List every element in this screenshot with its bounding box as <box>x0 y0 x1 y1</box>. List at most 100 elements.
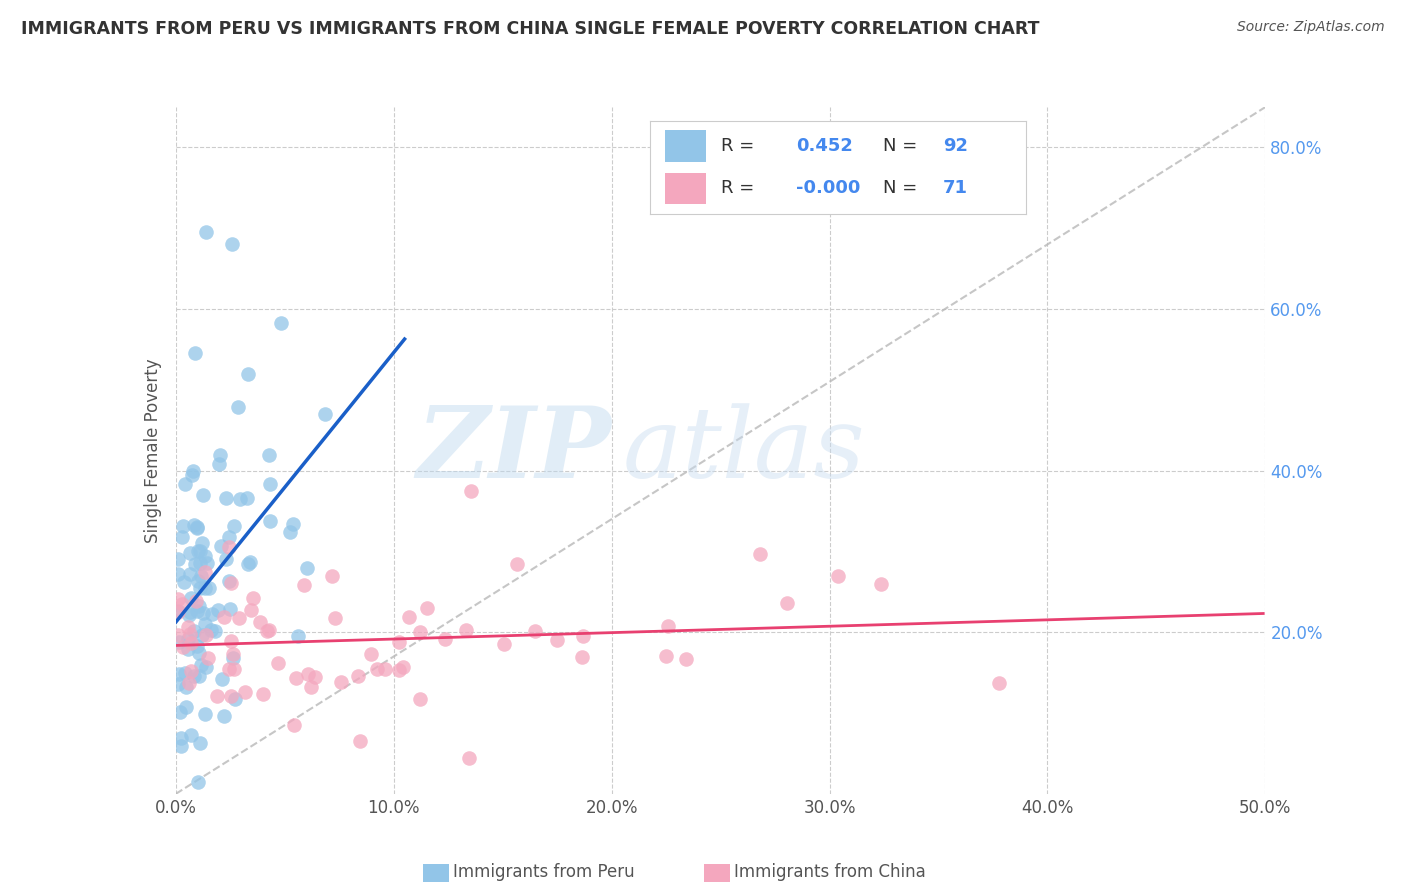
Point <box>188 556 211 570</box>
Point <box>506 557 529 571</box>
Point <box>224 691 246 706</box>
Point <box>209 448 232 462</box>
Text: ZIP: ZIP <box>416 402 612 499</box>
Text: Immigrants from Peru: Immigrants from Peru <box>453 863 634 881</box>
Point <box>174 665 197 680</box>
Point <box>283 718 305 732</box>
Point <box>329 674 352 689</box>
Point <box>457 750 479 764</box>
Point <box>181 464 204 478</box>
Point <box>195 659 218 673</box>
Point <box>236 491 259 506</box>
Point <box>219 602 242 616</box>
Point <box>201 607 224 621</box>
Point <box>194 549 217 564</box>
Point <box>409 692 432 706</box>
Text: Source: ZipAtlas.com: Source: ZipAtlas.com <box>1237 20 1385 34</box>
Point <box>167 552 190 566</box>
Point <box>183 557 205 571</box>
Point <box>304 670 326 684</box>
Point <box>186 604 208 618</box>
Point <box>546 632 568 647</box>
Point <box>360 647 382 661</box>
Point <box>374 662 396 676</box>
Text: Immigrants from China: Immigrants from China <box>734 863 925 881</box>
Point <box>183 518 205 533</box>
Text: N =: N = <box>883 136 917 155</box>
Point <box>655 649 678 664</box>
Point <box>278 524 301 539</box>
Point <box>181 467 204 482</box>
Point <box>208 458 231 472</box>
Point <box>167 605 190 619</box>
Point <box>259 624 281 638</box>
Point <box>297 561 319 575</box>
Point <box>174 699 197 714</box>
Point <box>523 624 546 639</box>
Point <box>221 689 243 703</box>
Point <box>186 520 208 534</box>
Point <box>183 668 205 682</box>
Point <box>173 575 195 590</box>
Point <box>180 728 202 742</box>
Point <box>454 624 477 638</box>
Point <box>224 519 246 533</box>
Point <box>194 616 217 631</box>
Point <box>323 611 346 625</box>
Point <box>167 667 190 681</box>
Point <box>194 706 217 721</box>
Point <box>195 628 218 642</box>
Point <box>191 487 214 501</box>
Point <box>236 558 259 572</box>
Point <box>180 636 202 650</box>
Point <box>190 568 212 582</box>
Point <box>228 492 250 507</box>
Point <box>198 581 221 595</box>
Point <box>179 566 201 581</box>
Text: atlas: atlas <box>623 403 865 498</box>
Point <box>188 543 211 558</box>
Point <box>170 739 193 753</box>
Point <box>292 578 315 592</box>
Point <box>297 666 319 681</box>
Point <box>177 642 200 657</box>
Point <box>215 491 238 505</box>
Point <box>191 627 214 641</box>
Point <box>191 536 214 550</box>
Point <box>187 574 209 589</box>
Text: N =: N = <box>883 179 917 197</box>
Point <box>191 606 214 620</box>
Point <box>183 624 205 639</box>
Text: R =: R = <box>721 136 755 155</box>
Point <box>186 639 208 653</box>
Point <box>174 680 197 694</box>
Point <box>179 605 201 619</box>
Point <box>256 624 278 638</box>
Point <box>167 635 190 649</box>
Y-axis label: Single Female Poverty: Single Female Poverty <box>143 359 162 542</box>
Point <box>218 574 240 588</box>
Point <box>214 552 236 566</box>
Bar <box>665 130 706 161</box>
Point <box>257 448 280 462</box>
Point <box>675 651 697 665</box>
Point <box>167 627 190 641</box>
Point <box>179 546 201 560</box>
Point <box>212 609 235 624</box>
Point <box>460 483 482 498</box>
Point <box>195 225 218 239</box>
Point <box>270 316 292 330</box>
Point <box>194 581 217 595</box>
Point <box>657 619 679 633</box>
Point <box>222 647 245 661</box>
Point <box>321 569 343 583</box>
Point <box>388 635 411 649</box>
Text: -0.000: -0.000 <box>796 179 860 197</box>
Point <box>218 530 240 544</box>
Point <box>226 400 249 414</box>
Point <box>221 237 243 252</box>
Point <box>173 476 195 491</box>
Point <box>222 651 245 665</box>
Point <box>207 689 229 703</box>
Point <box>494 637 516 651</box>
